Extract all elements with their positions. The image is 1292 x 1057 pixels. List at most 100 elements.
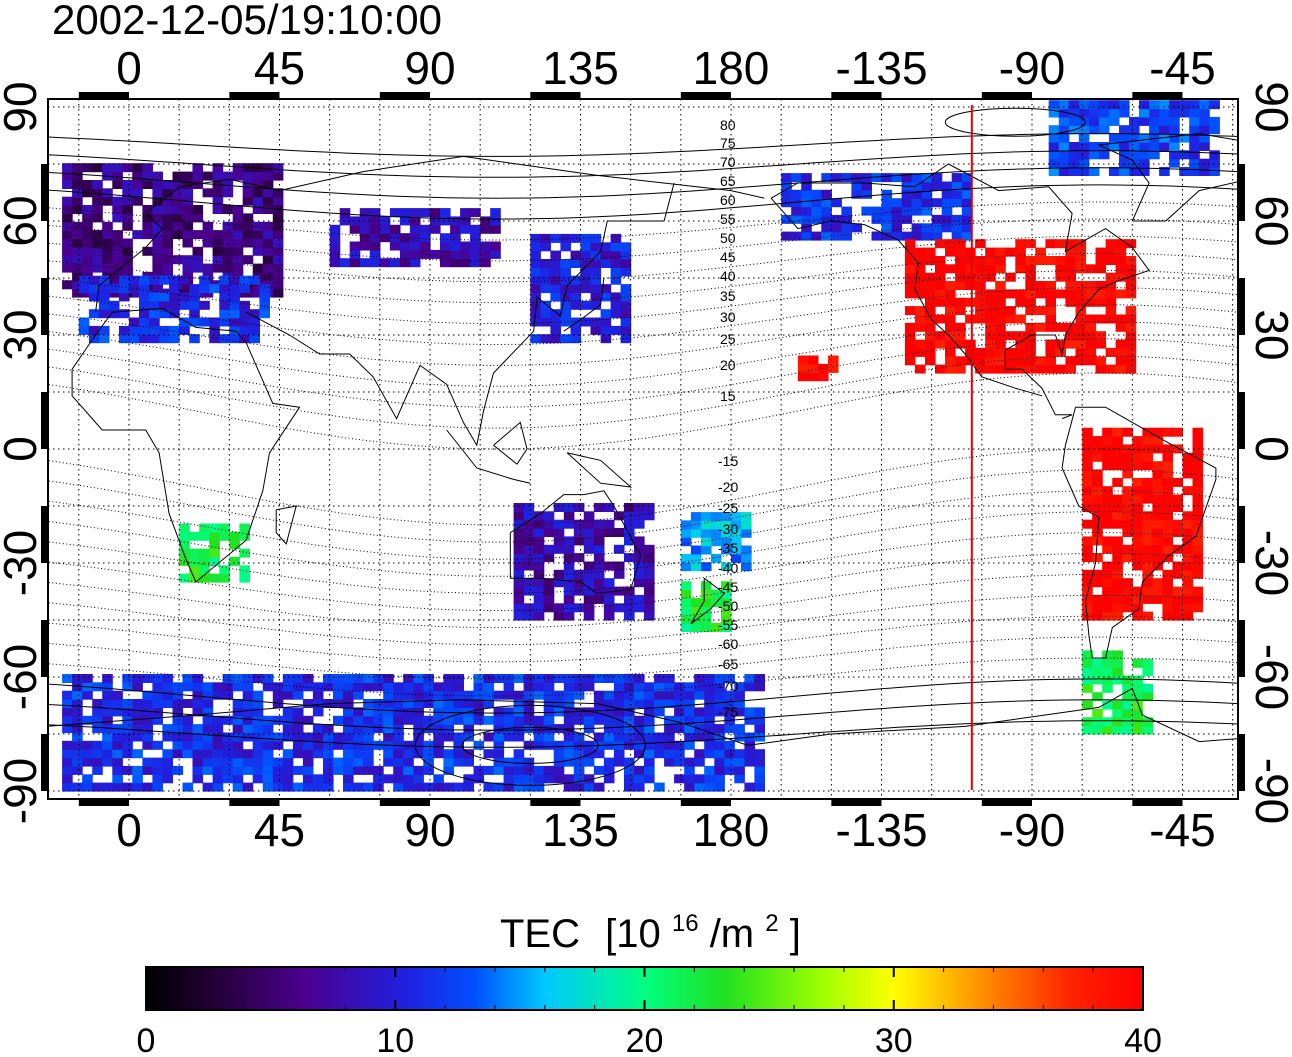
tec-cell	[1132, 717, 1143, 727]
tec-cell	[831, 198, 842, 208]
tec-cell	[262, 238, 274, 248]
tec-cell	[634, 724, 645, 734]
tec-cell	[644, 561, 655, 571]
coastline	[770, 197, 1043, 397]
tec-cell	[222, 263, 234, 273]
tec-cell	[995, 322, 1006, 332]
tec-cell	[182, 263, 194, 273]
tec-cell	[219, 523, 230, 533]
tec-cell	[199, 300, 210, 310]
lon-tick-bottom: -135	[835, 804, 927, 856]
tec-cell	[212, 782, 224, 792]
tec-cell	[1085, 356, 1097, 366]
tec-cell	[1108, 133, 1120, 143]
tec-cell	[443, 724, 454, 734]
tec-cell	[1025, 239, 1036, 249]
tec-cell	[1162, 611, 1173, 621]
tec-cell	[1025, 281, 1036, 290]
tec-cell	[463, 782, 474, 792]
tec-cell	[700, 614, 712, 624]
tec-cell	[212, 238, 224, 248]
tec-cell	[523, 774, 535, 784]
tec-cell	[741, 545, 752, 555]
tec-cell	[1058, 158, 1070, 168]
tec-cell	[955, 247, 966, 257]
tec-cell	[573, 715, 585, 725]
tec-cell	[560, 242, 571, 252]
tec-cell	[222, 230, 234, 240]
tec-cell	[122, 724, 133, 734]
tec-cell	[353, 740, 364, 750]
tec-cell	[82, 774, 93, 784]
tec-cell	[593, 715, 605, 725]
tec-cell	[1122, 486, 1133, 496]
tec-cell	[603, 715, 615, 725]
tec-cell	[152, 188, 163, 198]
tec-cell	[272, 782, 284, 792]
tec-cell	[700, 589, 712, 599]
tec-cell	[1082, 675, 1093, 685]
tec-cell	[152, 263, 163, 273]
tec-cell	[1142, 436, 1153, 446]
tec-cell	[841, 223, 852, 233]
tec-cell	[580, 284, 592, 294]
tec-cell	[1199, 108, 1210, 118]
tec-cell	[272, 246, 284, 256]
tec-cell	[553, 578, 565, 588]
contour-label: -65	[718, 656, 738, 672]
tec-cell	[513, 603, 525, 613]
tec-cell	[603, 528, 615, 537]
tec-cell	[513, 569, 525, 579]
tec-cell	[222, 682, 234, 692]
tec-cell	[440, 249, 451, 259]
tec-cell	[292, 715, 304, 725]
tec-cell	[463, 715, 474, 725]
tec-cell	[654, 674, 665, 683]
tec-cell	[1189, 150, 1200, 160]
tec-cell	[965, 339, 976, 349]
tec-cell	[613, 674, 625, 683]
tec-cell	[102, 690, 113, 700]
tec-cell	[931, 181, 943, 191]
tec-cell	[721, 581, 732, 591]
colorbar-unit-mid: /m	[710, 912, 754, 956]
tec-cell	[162, 732, 173, 742]
tec-cell	[152, 757, 163, 767]
tec-cell	[580, 300, 592, 310]
tec-cell	[563, 774, 575, 784]
tec-cell	[891, 214, 903, 224]
tec-cell	[460, 249, 471, 259]
tec-cell	[199, 548, 210, 558]
lat-tick-right: 60	[1246, 195, 1292, 246]
tec-cell	[363, 749, 374, 759]
tec-cell	[914, 314, 926, 324]
tec-cell	[242, 255, 254, 265]
tec-cell	[282, 732, 294, 742]
tec-cell	[453, 740, 464, 750]
tec-cell	[423, 682, 434, 692]
tec-cell	[272, 715, 284, 725]
contour-label: 40	[720, 268, 736, 284]
tec-cell	[513, 578, 525, 588]
scale-bar-left	[41, 620, 48, 677]
tec-cell	[323, 774, 334, 784]
tec-cell	[644, 707, 655, 717]
tec-cell	[222, 732, 234, 742]
tec-cell	[634, 553, 645, 563]
tec-cell	[721, 562, 732, 572]
tec-cell	[995, 331, 1006, 341]
tec-cell	[202, 749, 214, 759]
tec-cell	[674, 682, 685, 692]
tec-cell	[634, 544, 645, 554]
tec-cell	[232, 765, 244, 775]
tec-cell	[1005, 247, 1016, 257]
tec-cell	[72, 757, 83, 767]
tec-cell	[1129, 116, 1140, 126]
tec-cell	[102, 188, 113, 198]
tec-cell	[904, 247, 916, 257]
tec-cell	[152, 690, 163, 700]
tec-cell	[921, 206, 933, 216]
tec-cell	[1122, 586, 1133, 596]
tec-cell	[543, 578, 555, 588]
tec-cell	[1182, 611, 1194, 621]
